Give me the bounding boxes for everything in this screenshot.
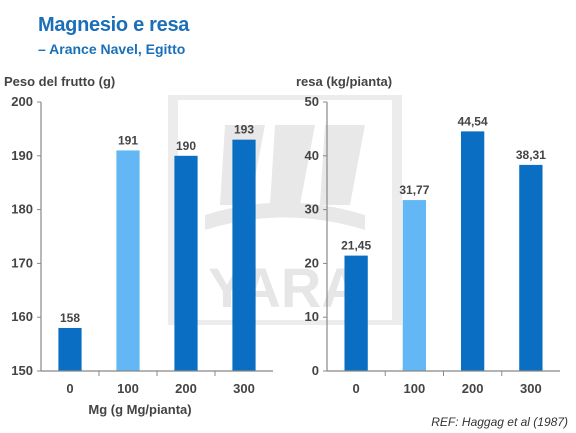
chart-0-ytick-label: 170 [11, 255, 33, 270]
chart-0-data-label-0: 158 [60, 311, 80, 325]
chart-1-ylabel: resa (kg/pianta) [296, 74, 392, 89]
chart-0-xlabel: Mg (g Mg/pianta) [88, 402, 191, 417]
slide-title: Magnesio e resa [38, 14, 190, 36]
chart-1-xtick-label-300: 300 [520, 381, 542, 396]
chart-0-xtick-label-200: 200 [175, 381, 197, 396]
chart-1-bar-100 [402, 200, 427, 371]
chart-1-bar-200 [460, 131, 485, 371]
chart-0-ylabel: Peso del frutto (g) [4, 74, 115, 89]
chart-0-ytick-label: 190 [11, 148, 33, 163]
chart-0-plot: 150 160 170 180 190 200 158 0 191 100 190 200 193 300 [11, 94, 273, 396]
chart-0-bar-300 [232, 139, 256, 371]
chart-1-xtick-label-100: 100 [404, 381, 426, 396]
chart-0-ytick-label: 180 [11, 202, 33, 217]
chart-1-data-label-100: 31,77 [399, 183, 429, 197]
chart-1-data-label-0: 21,45 [341, 239, 371, 253]
chart-1-xtick-label-200: 200 [462, 381, 484, 396]
slide-subtitle: – Arance Navel, Egitto [38, 41, 186, 57]
chart-1-plot: 0 10 20 30 40 50 21,45 0 31,77 100 44,54 200 38,31 30… [305, 94, 560, 396]
chart-1-xtick-label-0: 0 [353, 381, 360, 396]
chart-yield: resa (kg/pianta) 0 10 20 30 40 50 21,45 0 31,77 1… [296, 74, 560, 396]
chart-1-data-label-300: 38,31 [516, 148, 546, 162]
chart-1-data-label-200: 44,54 [458, 114, 488, 128]
chart-0-data-label-300: 193 [234, 123, 254, 137]
chart-0-xtick-label-0: 0 [66, 381, 73, 396]
chart-1-ytick-label: 30 [305, 202, 319, 217]
chart-0-data-label-200: 190 [176, 139, 196, 153]
reference-note: REF: Haggag et al (1987) [431, 415, 568, 429]
chart-0-bar-200 [174, 155, 198, 371]
chart-0-ytick-label: 150 [11, 363, 33, 378]
chart-1-ytick-label: 0 [312, 363, 319, 378]
chart-0-data-label-100: 191 [118, 133, 138, 147]
chart-0-bar-0 [58, 327, 82, 371]
chart-0-xtick-label-300: 300 [233, 381, 255, 396]
chart-1-ytick-label: 20 [305, 255, 319, 270]
chart-1-ytick-label: 40 [305, 148, 319, 163]
chart-0-ytick-label: 200 [11, 94, 33, 109]
chart-1-ytick-label: 50 [305, 94, 319, 109]
chart-1-bar-300 [519, 164, 543, 371]
chart-0-bar-100 [116, 150, 140, 371]
chart-0-ytick-label: 160 [11, 309, 33, 324]
chart-0-xtick-label-100: 100 [117, 381, 139, 396]
chart-1-bar-0 [344, 255, 368, 371]
chart-1-ytick-label: 10 [305, 309, 319, 324]
chart-fruit-weight: Peso del frutto (g) Mg (g Mg/pianta) 150… [4, 74, 273, 417]
